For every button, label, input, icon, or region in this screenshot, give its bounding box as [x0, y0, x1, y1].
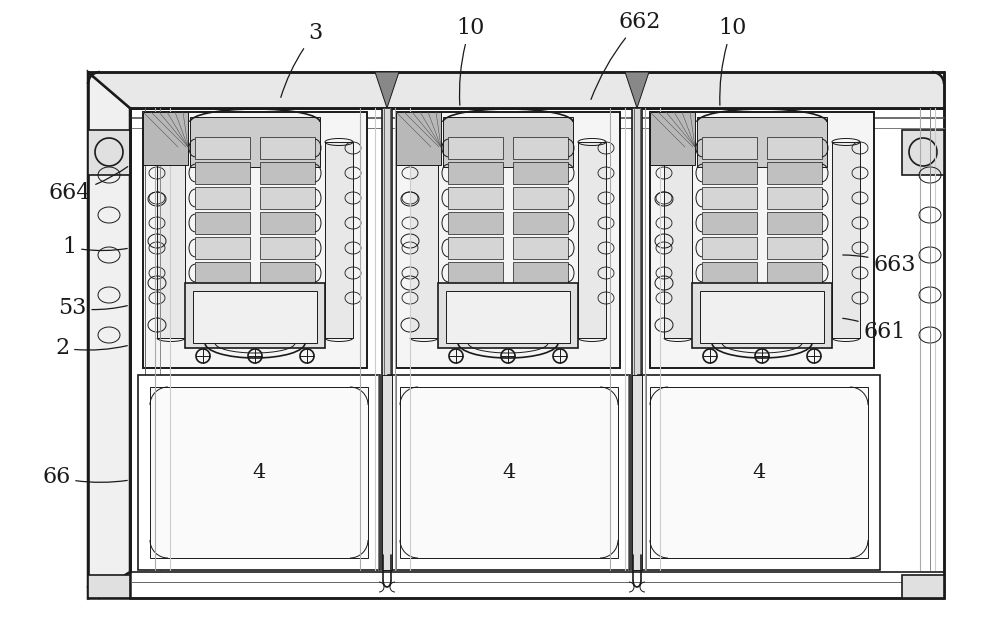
Polygon shape: [260, 187, 315, 209]
Polygon shape: [88, 72, 944, 108]
Polygon shape: [193, 291, 317, 343]
Polygon shape: [448, 262, 503, 284]
Polygon shape: [448, 162, 503, 184]
Polygon shape: [375, 72, 399, 108]
Polygon shape: [143, 112, 367, 368]
Polygon shape: [448, 237, 503, 259]
Polygon shape: [130, 108, 944, 598]
Text: 66: 66: [42, 466, 127, 488]
Polygon shape: [388, 375, 630, 570]
Polygon shape: [513, 137, 568, 159]
Polygon shape: [650, 112, 695, 165]
Polygon shape: [513, 287, 568, 309]
Polygon shape: [260, 287, 315, 309]
Polygon shape: [697, 117, 827, 167]
Polygon shape: [448, 287, 503, 309]
Polygon shape: [396, 112, 441, 165]
Polygon shape: [513, 162, 568, 184]
Polygon shape: [260, 162, 315, 184]
Polygon shape: [325, 142, 353, 338]
Polygon shape: [448, 137, 503, 159]
Polygon shape: [702, 187, 757, 209]
Polygon shape: [443, 117, 573, 167]
Polygon shape: [700, 291, 824, 343]
Polygon shape: [832, 142, 860, 338]
Text: 1: 1: [62, 236, 127, 258]
Polygon shape: [382, 375, 392, 570]
Polygon shape: [157, 142, 185, 338]
Polygon shape: [260, 212, 315, 234]
Polygon shape: [195, 262, 250, 284]
Polygon shape: [513, 212, 568, 234]
Polygon shape: [702, 162, 757, 184]
Polygon shape: [767, 212, 822, 234]
Polygon shape: [902, 575, 944, 598]
Polygon shape: [632, 108, 642, 570]
Text: 3: 3: [281, 22, 322, 97]
Polygon shape: [400, 387, 618, 558]
Polygon shape: [448, 212, 503, 234]
Text: 663: 663: [843, 254, 916, 276]
Text: 2: 2: [55, 337, 127, 359]
Polygon shape: [195, 212, 250, 234]
Polygon shape: [143, 112, 188, 165]
Polygon shape: [650, 112, 874, 368]
Polygon shape: [448, 187, 503, 209]
Polygon shape: [260, 237, 315, 259]
Polygon shape: [260, 262, 315, 284]
Polygon shape: [513, 187, 568, 209]
Polygon shape: [195, 137, 250, 159]
Polygon shape: [638, 375, 880, 570]
Polygon shape: [88, 72, 130, 598]
Polygon shape: [513, 262, 568, 284]
Text: 664: 664: [48, 167, 128, 204]
Polygon shape: [902, 130, 944, 175]
Polygon shape: [767, 162, 822, 184]
Polygon shape: [702, 212, 757, 234]
Polygon shape: [438, 283, 578, 348]
Polygon shape: [150, 387, 368, 558]
Polygon shape: [195, 287, 250, 309]
Text: 53: 53: [58, 297, 127, 319]
Polygon shape: [195, 162, 250, 184]
Polygon shape: [767, 137, 822, 159]
Polygon shape: [767, 237, 822, 259]
Polygon shape: [578, 142, 606, 338]
Polygon shape: [382, 108, 392, 570]
Polygon shape: [625, 72, 649, 108]
Polygon shape: [195, 237, 250, 259]
Polygon shape: [692, 283, 832, 348]
Text: 661: 661: [843, 318, 906, 343]
Polygon shape: [767, 262, 822, 284]
Polygon shape: [88, 130, 130, 175]
Polygon shape: [650, 387, 868, 558]
Polygon shape: [396, 112, 620, 368]
Polygon shape: [664, 142, 692, 338]
Polygon shape: [138, 375, 380, 570]
Polygon shape: [702, 262, 757, 284]
Text: 4: 4: [252, 463, 266, 482]
Polygon shape: [702, 237, 757, 259]
Polygon shape: [767, 287, 822, 309]
Polygon shape: [632, 375, 642, 570]
Text: 4: 4: [752, 463, 766, 482]
Polygon shape: [513, 237, 568, 259]
Polygon shape: [260, 137, 315, 159]
Polygon shape: [702, 287, 757, 309]
Polygon shape: [195, 187, 250, 209]
Text: 4: 4: [502, 463, 516, 482]
Polygon shape: [767, 187, 822, 209]
Polygon shape: [185, 283, 325, 348]
Polygon shape: [410, 142, 438, 338]
Polygon shape: [702, 137, 757, 159]
Polygon shape: [190, 117, 320, 167]
Text: 10: 10: [718, 17, 746, 105]
Text: 662: 662: [591, 11, 660, 100]
Text: 10: 10: [456, 17, 484, 105]
Polygon shape: [446, 291, 570, 343]
Polygon shape: [88, 575, 130, 598]
